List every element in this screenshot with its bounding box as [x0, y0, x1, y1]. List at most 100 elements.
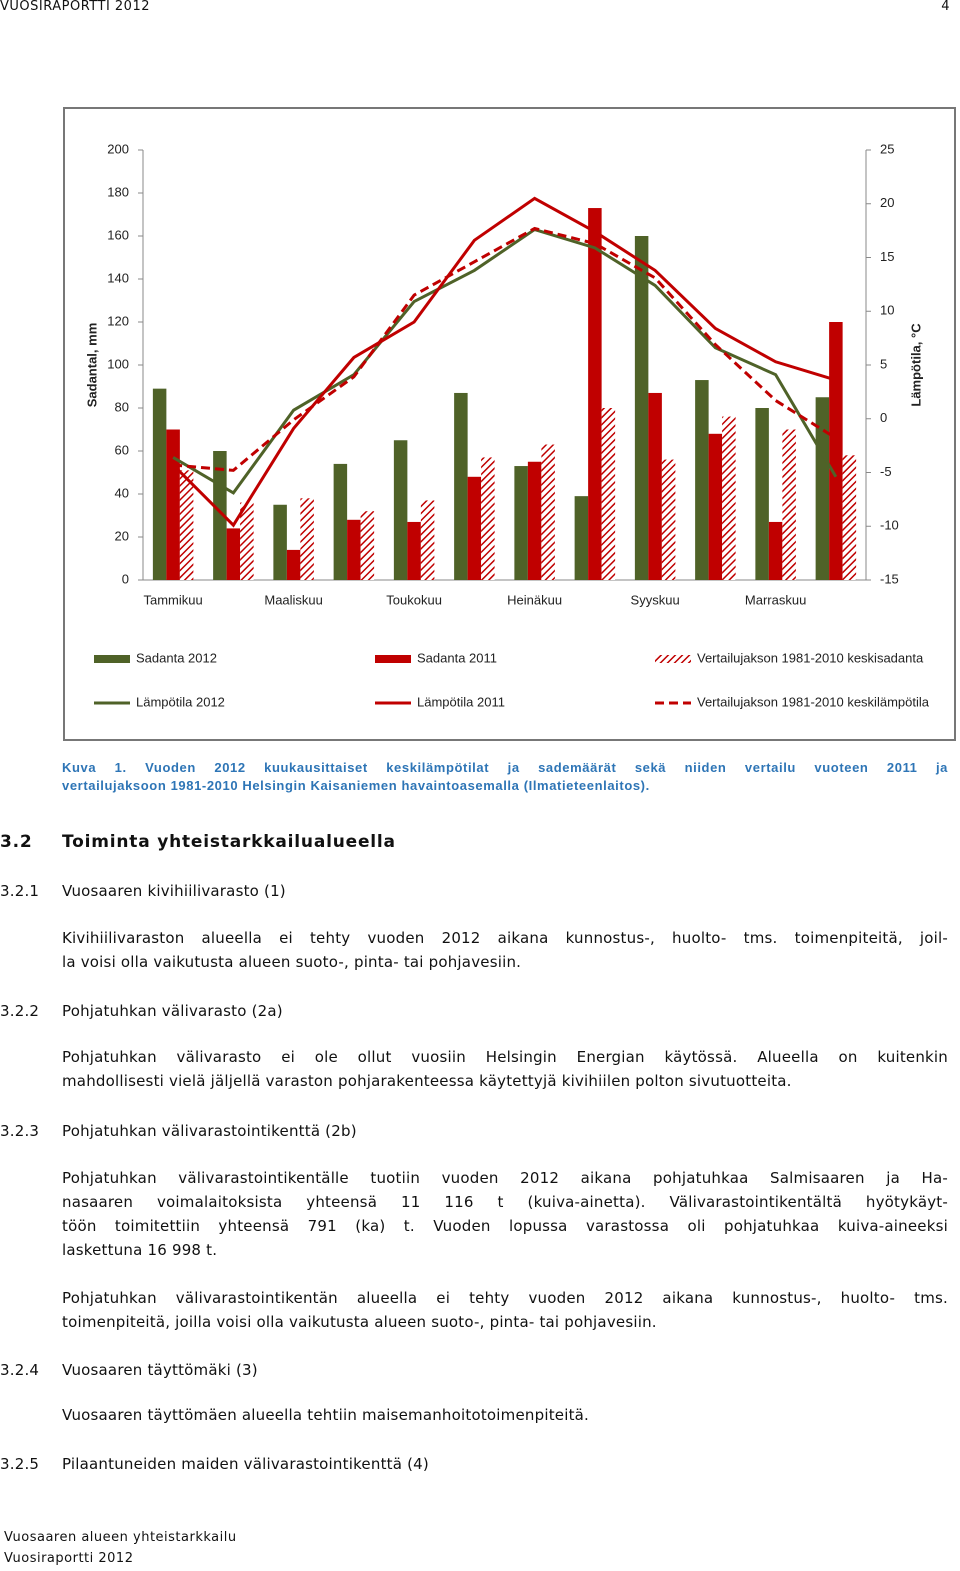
y2-axis-title: Lämpötila, °C	[908, 323, 923, 407]
legend-label: Lämpötila 2012	[136, 694, 225, 709]
bar	[347, 519, 361, 580]
y2-tick-label: 20	[880, 195, 894, 210]
subsection-title: Vuosaaren täyttömäki (3)	[62, 1361, 258, 1379]
bar	[514, 466, 528, 580]
legend-swatch	[375, 655, 411, 663]
caption: Kuva 1. Vuoden 2012 kuukausittaiset kesk…	[62, 760, 948, 775]
line	[172, 196, 837, 528]
y-tick-label: 20	[115, 528, 129, 543]
bar	[634, 236, 649, 580]
paragraph-line: Vuosaaren täyttömäen alueella tehtiin ma…	[62, 1406, 590, 1424]
y2-tick-label: -10	[880, 518, 899, 533]
bar	[574, 496, 589, 580]
bar	[152, 388, 167, 580]
bar	[240, 502, 254, 580]
chart: Sadantal, mm Lämpötila, °C 0204060801001…	[63, 107, 956, 741]
bar	[648, 392, 662, 580]
subsection-title: Pilaantuneiden maiden välivarastointiken…	[62, 1455, 429, 1473]
x-tick-label: Toukokuu	[386, 592, 442, 607]
bar	[768, 521, 783, 580]
paragraph-line: töön toimitettiin yhteensä 791 (ka) t. V…	[62, 1217, 948, 1235]
y-tick-label: 160	[107, 227, 129, 242]
y-axis-title: Sadantal, mm	[84, 323, 99, 408]
x-tick-label: Tammikuu	[144, 592, 203, 607]
subsection-title: Pohjatuhkan välivarasto (2a)	[62, 1002, 283, 1020]
legend-swatch	[655, 655, 691, 663]
bar	[661, 459, 676, 580]
legend-label: Sadanta 2012	[136, 650, 217, 665]
bar	[755, 408, 769, 580]
y-tick-label: 0	[122, 571, 129, 586]
bar	[708, 433, 723, 580]
footer: Vuosaaren alueen yhteistarkkailu	[4, 1530, 237, 1545]
footer: Vuosiraportti 2012	[4, 1551, 134, 1566]
page-number: 4	[941, 0, 950, 14]
y-tick-label: 80	[115, 399, 129, 414]
bar	[467, 476, 482, 580]
y-tick-label: 140	[107, 270, 129, 285]
bar	[300, 498, 314, 580]
header-title: VUOSIRAPORTTI 2012	[0, 0, 150, 14]
bar	[481, 457, 495, 580]
bar	[695, 380, 709, 580]
x-tick-label: Syyskuu	[631, 592, 680, 607]
paragraph-line: toimenpiteitä, joilla voisi olla vaikutu…	[62, 1313, 657, 1331]
paragraph-line: Pohjatuhkan välivarasto ei ole ollut vuo…	[62, 1048, 948, 1066]
line	[172, 226, 837, 472]
subsection-number: 3.2.1	[0, 882, 40, 900]
subsection-number: 3.2.4	[0, 1361, 40, 1379]
y-tick-label: 100	[107, 356, 129, 371]
subsection-number: 3.2.3	[0, 1122, 40, 1140]
subsection-number: 3.2.2	[0, 1002, 40, 1020]
legend-swatch	[94, 655, 130, 663]
subsection-title: Vuosaaren kivihiilivarasto (1)	[62, 882, 286, 900]
bar	[722, 416, 736, 580]
bar	[815, 397, 830, 580]
bar	[420, 500, 435, 580]
bar	[360, 511, 375, 580]
bar	[454, 392, 468, 580]
y2-tick-label: 15	[880, 249, 894, 264]
bar	[842, 455, 857, 580]
bar	[179, 470, 194, 580]
y2-tick-label: 5	[880, 356, 887, 371]
legend-label: Sadanta 2011	[417, 650, 497, 665]
bar	[527, 461, 542, 580]
y-tick-label: 60	[115, 442, 129, 457]
y2-tick-label: -15	[880, 571, 899, 586]
legend-label: Vertailujakson 1981-2010 keskisadanta	[697, 650, 924, 665]
chart-frame	[63, 107, 956, 741]
bar	[588, 208, 602, 581]
bar	[829, 322, 843, 580]
x-tick-label: Maaliskuu	[264, 592, 323, 607]
bar	[166, 429, 180, 580]
bar	[407, 521, 421, 580]
x-tick-label: Heinäkuu	[507, 592, 562, 607]
y2-tick-label: 25	[880, 141, 894, 156]
y2-tick-label: -5	[880, 464, 892, 479]
caption: vertailujaksoon 1981-2010 Helsingin Kais…	[62, 778, 650, 793]
bar	[333, 463, 348, 580]
bar	[273, 504, 287, 580]
y-tick-label: 120	[107, 313, 129, 328]
paragraph-line: laskettuna 16 998 t.	[62, 1241, 218, 1259]
y-tick-label: 180	[107, 184, 129, 199]
legend-label: Vertailujakson 1981-2010 keskilämpötila	[697, 694, 930, 709]
bar	[393, 440, 408, 580]
paragraph-line: Pohjatuhkan välivarastointikentän alueel…	[62, 1289, 948, 1307]
paragraph-line: mahdollisesti vielä jäljellä varaston po…	[62, 1072, 792, 1090]
legend-label: Lämpötila 2011	[417, 694, 505, 709]
y2-tick-label: 10	[880, 303, 894, 318]
paragraph-line: la voisi olla vaikutusta alueen suoto-, …	[62, 953, 522, 971]
y2-tick-label: 0	[880, 410, 887, 425]
bar	[601, 408, 616, 580]
y-tick-label: 40	[115, 485, 129, 500]
heading-number: 3.2	[0, 832, 33, 852]
heading-title: Toiminta yhteistarkkailualueella	[62, 832, 396, 852]
paragraph-line: Pohjatuhkan välivarastointikentälle tuot…	[62, 1169, 948, 1187]
paragraph-line: Kivihiilivaraston alueella ei tehty vuod…	[62, 929, 948, 947]
paragraph-line: nasaaren voimalaitoksista yhteensä 11 11…	[62, 1193, 948, 1211]
bar	[286, 549, 301, 580]
bar	[226, 528, 241, 580]
